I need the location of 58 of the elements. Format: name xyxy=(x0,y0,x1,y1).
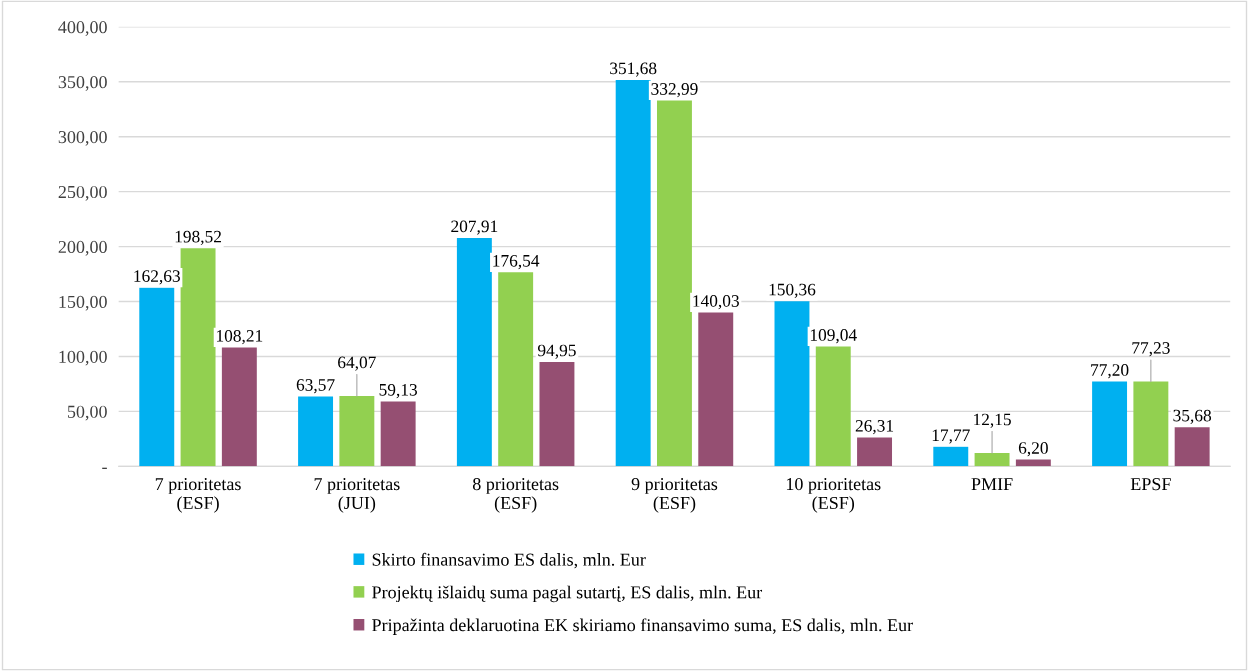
x-tick-label: 8 prioritetas (ESF) xyxy=(472,477,559,513)
x-tick-label: EPSF xyxy=(1130,478,1171,491)
data-label: 26,31 xyxy=(855,420,894,435)
bar xyxy=(815,346,851,467)
x-tick-label: 7 prioritetas (JUI) xyxy=(314,478,400,513)
data-label: 176,54 xyxy=(493,254,540,270)
data-label: 150,36 xyxy=(769,283,816,298)
bar xyxy=(615,79,651,467)
data-label: 35,68 xyxy=(1173,409,1212,424)
data-label: 351,68 xyxy=(610,62,657,77)
data-label: 109,04 xyxy=(810,329,857,344)
bar xyxy=(1133,381,1169,467)
bar xyxy=(539,362,575,467)
bar xyxy=(221,347,257,467)
bar xyxy=(857,437,893,467)
legend-label: Projektų išlaidų suma pagal sutartį, ES dalis, mln. Eur xyxy=(372,585,763,603)
bar xyxy=(1174,427,1210,467)
data-label: 94,95 xyxy=(537,344,576,359)
data-label: 140,03 xyxy=(693,295,739,310)
data-label: 6,20 xyxy=(1018,442,1048,457)
data-label: 207,91 xyxy=(451,220,498,235)
data-label: 59,13 xyxy=(379,383,417,399)
x-tick-label: PMIF xyxy=(971,478,1013,490)
data-label: 198,52 xyxy=(175,230,221,245)
y-tick-label: - xyxy=(102,467,107,470)
y-tick-label: 350,00 xyxy=(58,76,107,91)
x-tick-label: 7 prioritetas (ESF) xyxy=(155,478,241,513)
data-label: 332,99 xyxy=(651,83,698,98)
bar xyxy=(456,237,492,467)
bar xyxy=(933,446,969,467)
data-label: 77,23 xyxy=(1132,342,1170,357)
x-tick-label: 9 prioritetas (ESF) xyxy=(631,478,718,513)
y-tick-label: 250,00 xyxy=(58,185,107,201)
data-label: 162,63 xyxy=(134,270,180,285)
x-tick-label: 10 prioritetas (ESF) xyxy=(786,477,881,513)
y-tick-label: 100,00 xyxy=(59,350,107,366)
y-tick-label: 150,00 xyxy=(59,295,107,311)
y-tick-label: 400,00 xyxy=(58,21,107,36)
data-label: 63,57 xyxy=(296,379,335,394)
y-tick-label: 200,00 xyxy=(58,240,107,256)
bar xyxy=(498,272,534,467)
legend-label: Pripažinta deklaruotina EK skiriamo finansavimo suma, ES dalis, mln. Eur xyxy=(372,618,913,635)
bar xyxy=(298,396,334,467)
data-label: 12,15 xyxy=(974,413,1011,428)
bar xyxy=(698,312,734,467)
data-label: 17,77 xyxy=(932,429,970,444)
bar xyxy=(774,301,810,467)
data-label: 108,21 xyxy=(217,330,263,345)
data-label: 64,07 xyxy=(338,356,376,371)
bar xyxy=(380,401,416,467)
bar xyxy=(339,395,375,467)
y-tick-label: 50,00 xyxy=(67,405,107,421)
data-label: 77,20 xyxy=(1091,364,1129,379)
legend-label: Skirto finansavimo ES dalis, mln. Eur xyxy=(372,552,646,569)
y-tick-label: 300,00 xyxy=(58,130,107,146)
bar xyxy=(1092,381,1128,467)
bar xyxy=(656,100,692,467)
bar xyxy=(974,453,1010,467)
